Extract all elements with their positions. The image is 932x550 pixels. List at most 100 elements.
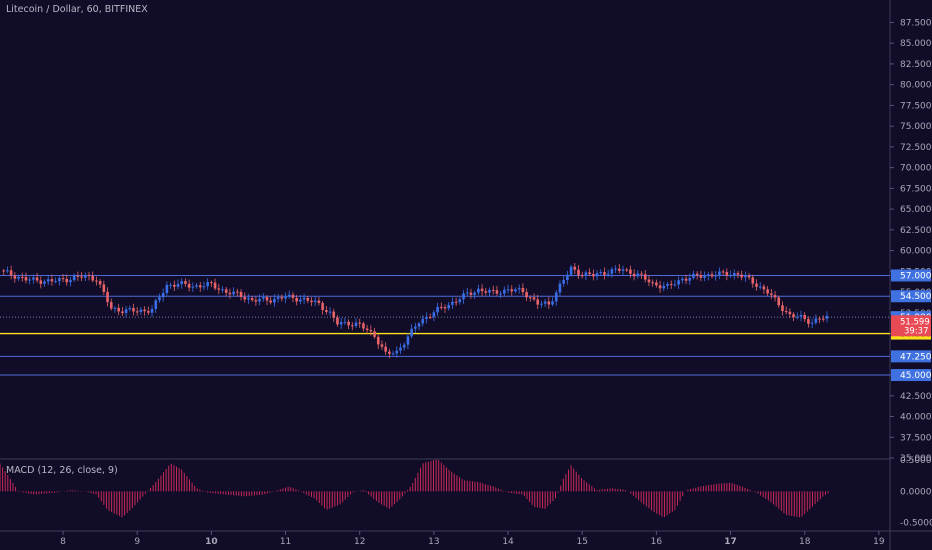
candle-body	[729, 275, 732, 277]
candle-body	[692, 273, 695, 279]
candle-body	[517, 287, 521, 290]
candle-body	[347, 321, 350, 326]
candle-body	[799, 315, 803, 317]
candle-body	[317, 300, 321, 303]
candle-body	[528, 297, 532, 299]
candle-body	[58, 278, 61, 282]
candle-body	[24, 277, 28, 281]
candle-body	[506, 289, 510, 291]
candle-body	[417, 323, 421, 327]
x-tick-label: 10	[205, 537, 218, 547]
candle-body	[384, 346, 387, 352]
candle-body	[376, 336, 380, 345]
candle-body	[180, 281, 184, 285]
candle-body	[35, 277, 39, 281]
candle-body	[295, 297, 298, 302]
y-tick-label: 67.500	[900, 184, 932, 194]
candle-body	[95, 280, 98, 282]
candle-body	[747, 275, 751, 278]
candle-body	[569, 266, 573, 275]
candle-body	[202, 286, 206, 288]
candle-body	[224, 289, 228, 293]
x-tick-label: 12	[354, 537, 365, 547]
candle-body	[428, 316, 432, 318]
chart-title: Litecoin / Dollar, 60, BITFINEX	[6, 4, 148, 15]
candle-body	[198, 285, 202, 288]
y-tick-label: 35.000	[900, 454, 932, 464]
candle-body	[788, 311, 792, 315]
candle-body	[584, 272, 588, 276]
candle-body	[165, 284, 169, 294]
candle-body	[328, 311, 332, 313]
level-label-box	[891, 350, 931, 363]
candle-body	[399, 347, 402, 351]
candle-body	[503, 289, 506, 294]
candle-body	[807, 319, 810, 324]
candle-body	[291, 294, 295, 298]
candle-body	[784, 311, 788, 313]
candle-body	[621, 269, 625, 271]
y-tick-label: 62.500	[900, 226, 932, 236]
candle-body	[284, 296, 287, 299]
candle-body	[751, 277, 755, 284]
candle-body	[543, 301, 547, 304]
candle-body	[80, 276, 83, 278]
candle-body	[662, 285, 666, 289]
candle-body	[332, 311, 336, 318]
candle-body	[436, 306, 439, 313]
candle-body	[269, 300, 273, 303]
candle-body	[9, 270, 13, 276]
candle-body	[147, 311, 150, 313]
level-label-box	[891, 290, 931, 303]
candle-body	[677, 280, 680, 285]
candle-body	[98, 281, 102, 285]
candle-body	[703, 275, 706, 278]
level-label: 47.250	[900, 352, 932, 362]
candle-body	[551, 301, 554, 305]
candle-body	[150, 308, 154, 313]
candle-body	[540, 303, 543, 305]
candle-body	[306, 297, 310, 301]
candle-body	[695, 273, 699, 276]
candle-body	[666, 283, 669, 286]
candle-body	[358, 322, 362, 324]
candle-body	[83, 275, 87, 278]
y-tick-label: 72.500	[900, 143, 932, 153]
level-label: 57.000	[900, 271, 932, 281]
candle-body	[699, 275, 703, 278]
candle-body	[299, 299, 302, 302]
candle-body	[684, 278, 688, 281]
candle-body	[354, 322, 358, 326]
candle-body	[658, 285, 662, 289]
candle-body	[421, 318, 425, 324]
level-label-box	[891, 269, 931, 282]
candle-body	[217, 288, 221, 290]
candle-body	[755, 283, 758, 287]
candle-body	[54, 281, 57, 283]
candle-body	[17, 276, 20, 279]
y-tick-label: 80.000	[900, 81, 932, 91]
candle-body	[280, 297, 284, 299]
y-tick-label: 87.500	[900, 18, 932, 28]
candle-body	[228, 292, 232, 295]
candle-body	[313, 300, 317, 303]
candle-body	[258, 298, 261, 302]
candle-body	[725, 271, 729, 276]
candle-body	[191, 286, 195, 288]
candle-body	[688, 278, 692, 281]
candle-body	[2, 270, 6, 272]
candle-body	[143, 309, 146, 312]
x-tick-label: 9	[134, 537, 140, 547]
macd-title: MACD (12, 26, close, 9)	[6, 465, 118, 476]
candle-body	[484, 291, 488, 293]
candle-body	[818, 318, 821, 320]
candle-body	[462, 293, 465, 300]
candle-body	[792, 314, 795, 318]
candle-body	[6, 270, 9, 272]
candle-body	[169, 284, 172, 286]
y-tick-label: 40.000	[900, 413, 932, 423]
candle-body	[732, 272, 736, 276]
candle-body	[69, 280, 72, 283]
